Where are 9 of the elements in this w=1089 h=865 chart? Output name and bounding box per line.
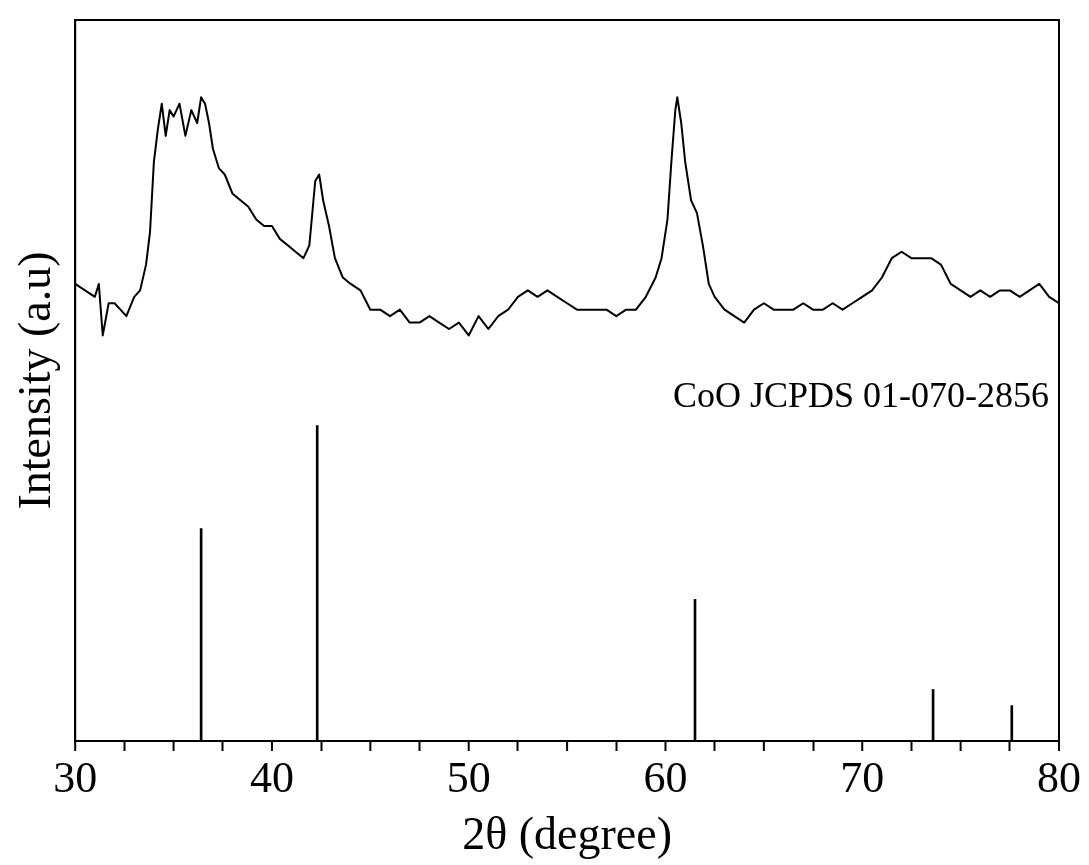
text: CoO JCPDS 01-070-2856	[672, 375, 1049, 416]
x-axis-title: 2θ (degree)	[462, 808, 672, 860]
x-tick-label: 60	[643, 752, 688, 802]
x-tick-label: 70	[840, 752, 885, 802]
x-tick-label: 40	[249, 752, 294, 802]
x-tick-label: 30	[53, 752, 98, 802]
x-tick-label: 80	[1037, 752, 1081, 802]
y-axis-title: Intensity (a.u)	[8, 251, 60, 510]
x-tick-label: 50	[446, 752, 491, 802]
